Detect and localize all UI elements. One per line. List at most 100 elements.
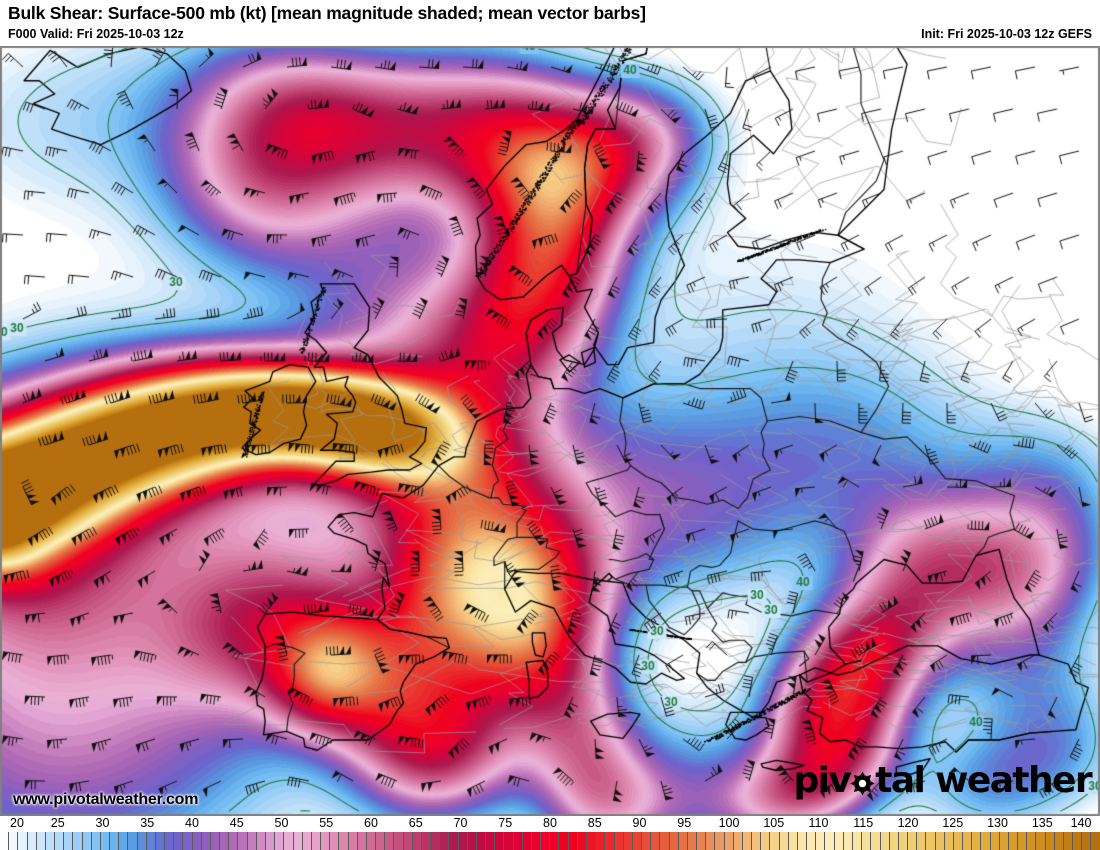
colorbar-tick: 55 <box>319 816 334 830</box>
colorbar-swatch <box>972 832 982 850</box>
colorbar-swatch <box>715 832 725 850</box>
colorbar-swatches[interactable] <box>0 832 1100 850</box>
colorbar-swatch <box>834 832 844 850</box>
colorbar-swatch <box>678 832 688 850</box>
colorbar-swatch <box>403 832 413 850</box>
colorbar-tick-labels: 20 25 30 35 40 45 50 55 60 65 70 75 80 85 90 95 100 105 11… <box>0 816 1100 832</box>
colorbar-swatch <box>165 832 175 850</box>
colorbar-swatch <box>64 832 74 850</box>
colorbar-tick: 60 <box>364 816 378 830</box>
colorbar-swatch <box>385 832 395 850</box>
colorbar-swatch <box>981 832 991 850</box>
colorbar-swatch <box>119 832 129 850</box>
map-header: Bulk Shear: Surface-500 mb (kt) [mean ma… <box>0 0 1100 46</box>
colorbar-swatch <box>146 832 156 850</box>
colorbar-swatch <box>45 832 56 850</box>
colorbar-swatch <box>651 832 661 850</box>
colorbar-swatch <box>1036 832 1046 850</box>
colorbar-swatch <box>623 832 633 850</box>
colorbar-swatch <box>669 832 679 850</box>
colorbar-swatch <box>1045 832 1055 850</box>
colorbar-swatch <box>412 832 422 850</box>
map-viewport[interactable]: www.pivotalweather.com piv <box>0 46 1100 816</box>
colorbar-swatch <box>541 832 551 850</box>
colorbar-tick: 25 <box>50 816 65 830</box>
colorbar-swatch <box>926 832 936 850</box>
colorbar-swatch <box>265 832 276 850</box>
colorbar-tick: 50 <box>274 816 289 830</box>
colorbar-swatch <box>449 832 459 850</box>
page-title: Bulk Shear: Surface-500 mb (kt) [mean ma… <box>8 3 646 23</box>
colorbar-tick: 110 <box>808 816 829 830</box>
colorbar-swatch <box>687 832 698 850</box>
colorbar-swatch <box>871 832 881 850</box>
colorbar-swatch <box>531 832 542 850</box>
colorbar-swatch <box>183 832 193 850</box>
colorbar-swatch <box>770 832 780 850</box>
colorbar-swatch <box>559 832 569 850</box>
colorbar-tick: 45 <box>229 816 244 830</box>
colorbar-swatch <box>632 832 643 850</box>
colorbar-swatch <box>476 832 487 850</box>
colorbar-swatch <box>1054 832 1064 850</box>
europe-bulk-shear-map[interactable] <box>1 47 1099 815</box>
colorbar-swatch <box>642 832 652 850</box>
colorbar-swatch <box>91 832 101 850</box>
header-subline: F000 Valid: Fri 2025-10-03 12z Init: Fri… <box>8 27 1092 43</box>
logo-text-post: tal weather <box>875 760 1092 801</box>
colorbar-swatch <box>852 832 863 850</box>
colorbar-swatch <box>220 832 230 850</box>
colorbar-swatch <box>742 832 753 850</box>
colorbar-swatch <box>348 832 358 850</box>
colorbar-swatch <box>779 832 789 850</box>
colorbar-swatch <box>825 832 835 850</box>
colorbar-tick: 85 <box>587 816 602 830</box>
colorbar-swatch <box>596 832 606 850</box>
colorbar-swatch <box>339 832 349 850</box>
colorbar-swatch <box>100 832 111 850</box>
colorbar-swatch <box>210 832 221 850</box>
colorbar-tick: 140 <box>1070 816 1092 830</box>
colorbar-swatch <box>155 832 166 850</box>
site-url-watermark: www.pivotalweather.com <box>13 791 199 808</box>
colorbar-swatch <box>440 832 450 850</box>
colorbar-swatch <box>284 832 294 850</box>
colorbar-swatch <box>0 832 10 850</box>
colorbar-swatch <box>18 832 28 850</box>
colorbar-swatch <box>55 832 65 850</box>
colorbar-swatch <box>605 832 615 850</box>
colorbar-swatch <box>660 832 670 850</box>
colorbar-swatch <box>908 832 918 850</box>
colorbar-tick: 70 <box>453 816 468 830</box>
colorbar-swatch <box>522 832 532 850</box>
colorbar-tick: 30 <box>95 816 110 830</box>
colorbar-swatch <box>110 832 120 850</box>
colorbar-swatch <box>9 832 19 850</box>
colorbar-swatch <box>27 832 37 850</box>
colorbar-swatch <box>311 832 322 850</box>
colorbar-swatch <box>192 832 202 850</box>
colorbar-swatch <box>999 832 1009 850</box>
logo-text-pre: piv <box>793 760 851 801</box>
colorbar[interactable]: 20 25 30 35 40 45 50 55 60 65 70 75 80 85 90 95 100 105 11… <box>0 816 1100 850</box>
colorbar-swatch <box>128 832 138 850</box>
colorbar-tick: 40 <box>185 816 199 830</box>
colorbar-swatch <box>229 832 239 850</box>
colorbar-swatch <box>990 832 1000 850</box>
init-time-label: Init: Fri 2025-10-03 12z GEFS <box>921 27 1092 41</box>
colorbar-swatch <box>247 832 257 850</box>
colorbar-swatch <box>761 832 771 850</box>
colorbar-swatch <box>843 832 853 850</box>
colorbar-swatch <box>614 832 624 850</box>
gear-icon <box>850 771 875 796</box>
colorbar-tick: 130 <box>987 816 1008 830</box>
pivotal-weather-logo: piv tal weathe <box>793 760 1092 801</box>
colorbar-swatch <box>706 832 716 850</box>
colorbar-swatch <box>733 832 743 850</box>
colorbar-tick: 65 <box>408 816 423 830</box>
colorbar-swatch <box>889 832 899 850</box>
colorbar-swatch <box>568 832 578 850</box>
colorbar-swatch <box>1082 832 1092 850</box>
colorbar-swatch <box>293 832 303 850</box>
